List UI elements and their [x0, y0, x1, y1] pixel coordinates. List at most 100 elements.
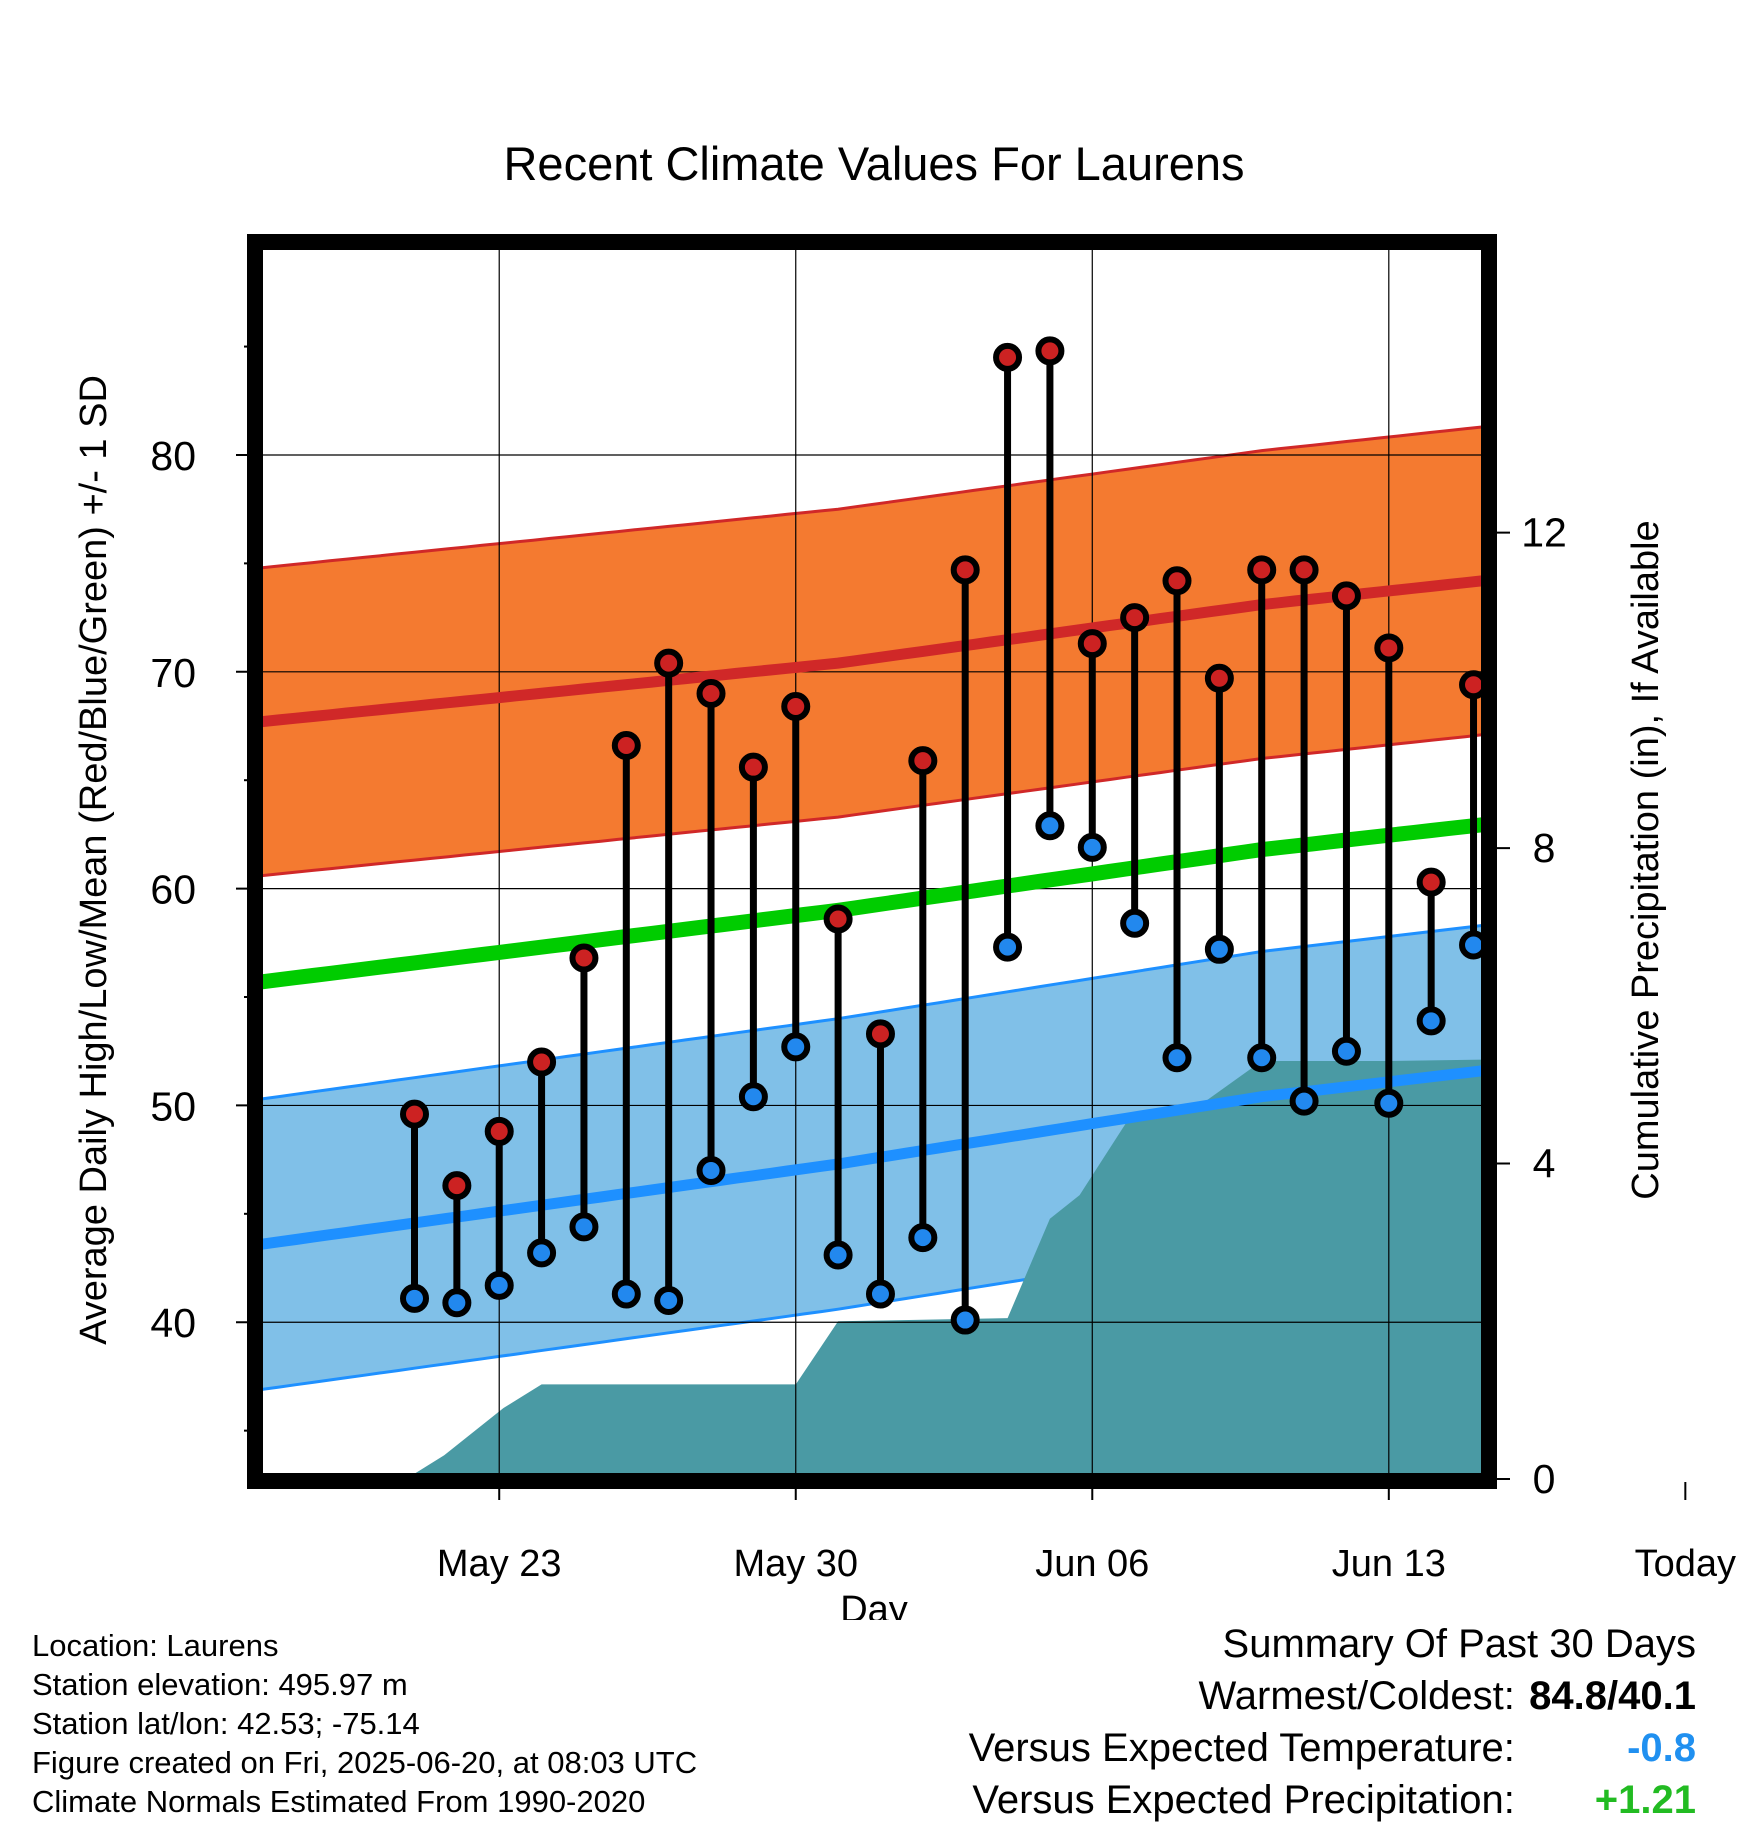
low-temp-point	[1547, 905, 1570, 928]
high-temp-point	[738, 752, 768, 782]
high-avg-line	[262, 575, 1482, 728]
high-temp-point	[908, 746, 938, 776]
climate-chart: Recent Climate Values For Laurens 1 SD:±…	[73, 137, 1748, 1620]
chart-title: Recent Climate Values For Laurens	[503, 137, 1244, 190]
high-temp-point	[781, 691, 811, 721]
today-low-avg-marker	[1671, 1033, 1699, 1061]
low-temp-point	[993, 932, 1023, 962]
summary-title: Summary Of Past 30 Days	[1222, 1622, 1696, 1666]
high-temp-point	[1631, 396, 1654, 419]
warmest-value: 84.8/40.1	[1529, 1674, 1696, 1718]
x-axis-label: Day	[840, 1589, 908, 1620]
high-temp-point	[654, 648, 684, 678]
y-tick-label: 50	[150, 1083, 196, 1129]
summary-temp-row: Versus Expected Temperature: -0.8	[969, 1722, 1696, 1774]
high-temp-point	[1416, 867, 1446, 897]
summary-precip-row: Versus Expected Precipitation: +1.21	[969, 1774, 1696, 1826]
high-sd-label: 1 SD:	[1703, 437, 1748, 474]
high-temp-point	[611, 731, 641, 761]
high-sd-upper-line	[262, 425, 1482, 570]
window-label-days: Days	[1703, 1424, 1748, 1462]
high-temp-point	[484, 1116, 514, 1146]
low-temp-point	[1077, 832, 1107, 862]
low-temp-point	[400, 1283, 429, 1313]
high-temp-point	[1459, 670, 1482, 700]
location-text: Location: Laurens	[32, 1628, 279, 1663]
low-temp-point	[1374, 1088, 1404, 1118]
y2-axis-label: Cumulative Precipitation (in), If Availa…	[1625, 520, 1667, 1199]
high-temp-point	[1289, 555, 1319, 585]
x-tick-label: May 30	[733, 1543, 858, 1585]
low-temp-point	[569, 1212, 599, 1242]
high-temp-point	[696, 678, 726, 708]
y2-tick-label: 12	[1521, 510, 1567, 556]
high-temp-point	[823, 904, 853, 934]
warmest-label: Warmest/Coldest:	[1198, 1674, 1515, 1718]
y-axis-label: Average Daily High/Low/Mean (Red/Blue/Gr…	[73, 375, 115, 1345]
low-temp-point	[950, 1305, 980, 1335]
high-temp-point	[1162, 566, 1192, 596]
high-avg-label: Avg:	[1703, 561, 1748, 598]
high-temp-point	[1204, 663, 1234, 693]
mean-avg-line	[262, 817, 1482, 990]
low-sd-value: ±6.7°F	[1703, 972, 1748, 1009]
high-temp-point	[527, 1047, 557, 1077]
precip-value: +1.21	[1594, 1778, 1696, 1822]
y-tick-label: 60	[150, 867, 196, 913]
high-temp-point	[1589, 474, 1612, 497]
today-high-avg-marker	[1671, 545, 1699, 573]
y2-tick-label: 8	[1533, 825, 1556, 871]
normals-text: Climate Normals Estimated From 1990-2020	[32, 1784, 646, 1819]
low-temp-point	[527, 1238, 557, 1268]
temp-label: Versus Expected Temperature:	[968, 1726, 1515, 1770]
low-temp-point	[908, 1223, 938, 1253]
station-info: Location: Laurens Station elevation: 495…	[32, 1626, 697, 1821]
high-temp-point	[1077, 629, 1107, 659]
low-avg-line	[262, 1065, 1482, 1250]
low-temp-point	[738, 1082, 768, 1112]
low-temp-point	[781, 1032, 811, 1062]
x-tick-label: Today	[1635, 1543, 1736, 1585]
low-sd-label: 1 SD:	[1703, 934, 1748, 971]
high-temp-point	[1120, 603, 1150, 633]
low-sd-upper-line	[262, 924, 1482, 1101]
high-temp-point	[1035, 336, 1065, 366]
low-temp-point	[442, 1288, 472, 1318]
high-temp-point	[1547, 710, 1570, 733]
high-temp-point	[442, 1171, 472, 1201]
low-temp-point	[1289, 1086, 1319, 1116]
x-tick-label: Jun 13	[1332, 1543, 1446, 1585]
high-temp-point	[950, 555, 980, 585]
summary-panel: Summary Of Past 30 Days Warmest/Coldest:…	[969, 1618, 1696, 1826]
low-temp-point	[823, 1240, 853, 1270]
low-temp-point	[484, 1270, 514, 1300]
summary-warmest-row: Warmest/Coldest: 84.8/40.1	[969, 1670, 1697, 1722]
low-temp-point	[1247, 1043, 1277, 1073]
low-temp-point	[1416, 1006, 1446, 1036]
high-sd-lower-line	[262, 733, 1482, 878]
low-temp-point	[865, 1279, 895, 1309]
precip-area	[414, 1059, 1482, 1474]
high-temp-point	[400, 1099, 429, 1129]
window-label-number: 30	[1703, 1382, 1741, 1420]
y-tick-label: 40	[150, 1300, 196, 1346]
low-temp-point	[1204, 934, 1234, 964]
low-avg-value: 52.7°F	[1703, 1087, 1748, 1124]
x-tick-label: Jun 06	[1035, 1543, 1149, 1585]
elevation-text: Station elevation: 495.97 m	[32, 1667, 408, 1702]
high-temp-point	[993, 342, 1023, 372]
high-temp-point	[865, 1019, 895, 1049]
temp-value: -0.8	[1627, 1726, 1696, 1770]
high-temp-point	[569, 943, 599, 973]
low-temp-point	[1589, 782, 1612, 805]
high-avg-value: 75.2°F	[1703, 599, 1748, 636]
precip-label: Versus Expected Precipitation:	[972, 1778, 1515, 1822]
high-temp-point	[1331, 581, 1361, 611]
high-temp-point	[1374, 633, 1404, 663]
high-temp-point	[1247, 555, 1277, 585]
latlon-text: Station lat/lon: 42.53; -75.14	[32, 1706, 420, 1741]
y2-tick-label: 0	[1533, 1456, 1556, 1502]
high-temp-point	[1504, 678, 1527, 701]
plot-frame	[247, 234, 1497, 1489]
y-tick-label: 70	[150, 650, 196, 696]
